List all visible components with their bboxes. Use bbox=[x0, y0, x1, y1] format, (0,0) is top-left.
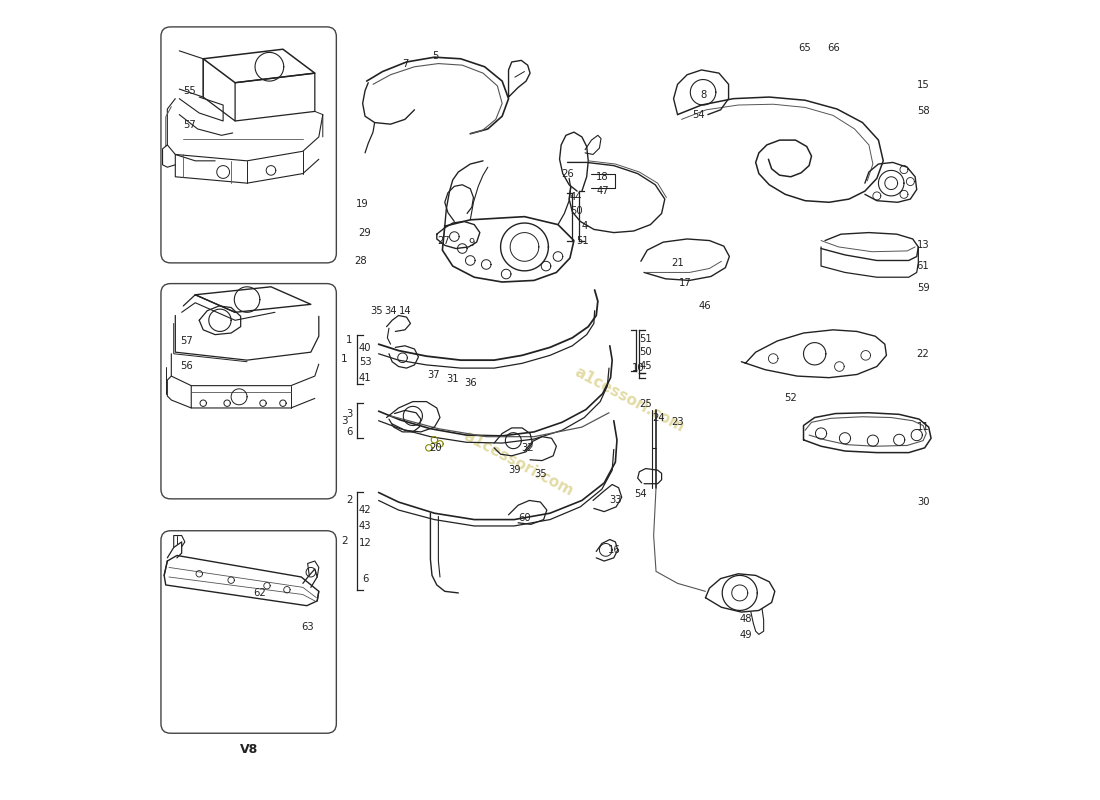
Text: 22: 22 bbox=[916, 349, 930, 358]
Text: 50: 50 bbox=[570, 206, 583, 216]
Text: 58: 58 bbox=[916, 106, 930, 117]
Text: 35: 35 bbox=[535, 469, 547, 479]
Text: 18: 18 bbox=[596, 172, 609, 182]
Text: 15: 15 bbox=[916, 80, 930, 90]
Text: 20: 20 bbox=[429, 443, 441, 453]
Text: 57: 57 bbox=[184, 120, 196, 130]
Text: 54: 54 bbox=[692, 110, 705, 119]
Text: 59: 59 bbox=[916, 283, 930, 294]
Text: 52: 52 bbox=[784, 394, 798, 403]
Text: 43: 43 bbox=[359, 521, 372, 531]
Text: 4: 4 bbox=[581, 222, 587, 231]
Text: 57: 57 bbox=[180, 336, 192, 346]
Text: 8: 8 bbox=[700, 90, 706, 101]
Text: 36: 36 bbox=[464, 378, 476, 388]
Text: 24: 24 bbox=[652, 413, 664, 422]
Text: 60: 60 bbox=[518, 513, 531, 523]
Text: 45: 45 bbox=[639, 361, 652, 370]
Text: 6: 6 bbox=[345, 427, 352, 437]
Text: 41: 41 bbox=[359, 373, 372, 382]
Text: 30: 30 bbox=[916, 497, 930, 507]
Text: 3: 3 bbox=[346, 410, 352, 419]
Text: 35: 35 bbox=[370, 306, 383, 316]
Text: 44: 44 bbox=[570, 192, 583, 202]
Text: 11: 11 bbox=[916, 422, 930, 432]
Text: 46: 46 bbox=[698, 301, 711, 311]
Text: 5: 5 bbox=[432, 50, 439, 61]
Text: 7: 7 bbox=[402, 59, 408, 70]
Text: 6: 6 bbox=[362, 574, 369, 584]
Text: 3: 3 bbox=[341, 416, 348, 426]
Text: 39: 39 bbox=[508, 465, 521, 475]
Text: 48: 48 bbox=[740, 614, 752, 624]
Text: 65: 65 bbox=[799, 42, 812, 53]
Text: V8: V8 bbox=[240, 742, 257, 756]
Text: 50: 50 bbox=[639, 347, 652, 357]
Text: 23: 23 bbox=[671, 418, 684, 427]
Text: 66: 66 bbox=[827, 42, 840, 53]
Text: 61: 61 bbox=[916, 261, 930, 271]
Text: 13: 13 bbox=[916, 239, 930, 250]
Text: 25: 25 bbox=[639, 399, 652, 409]
Text: 53: 53 bbox=[359, 357, 372, 366]
Text: 16: 16 bbox=[607, 545, 620, 555]
Text: 10: 10 bbox=[631, 363, 644, 373]
Text: 9: 9 bbox=[469, 238, 475, 248]
Text: 2: 2 bbox=[345, 495, 352, 506]
Text: 63: 63 bbox=[301, 622, 314, 632]
Text: 29: 29 bbox=[359, 227, 372, 238]
Text: 14: 14 bbox=[398, 306, 411, 316]
Text: 37: 37 bbox=[427, 370, 440, 380]
Text: 17: 17 bbox=[679, 278, 692, 288]
Text: 40: 40 bbox=[359, 343, 372, 353]
Text: 32: 32 bbox=[521, 443, 534, 453]
Text: 2: 2 bbox=[341, 536, 348, 546]
Text: 42: 42 bbox=[359, 505, 372, 515]
Text: 49: 49 bbox=[740, 630, 752, 640]
Text: 34: 34 bbox=[384, 306, 397, 316]
Text: 27: 27 bbox=[437, 235, 450, 246]
Text: 1: 1 bbox=[345, 335, 352, 346]
Text: 56: 56 bbox=[180, 361, 192, 370]
Text: 54: 54 bbox=[635, 489, 647, 499]
Text: 51: 51 bbox=[576, 235, 590, 246]
Text: 21: 21 bbox=[671, 258, 684, 268]
Text: 62: 62 bbox=[253, 588, 266, 598]
Text: 31: 31 bbox=[447, 374, 459, 384]
Text: a1cessori.com: a1cessori.com bbox=[572, 365, 688, 435]
Text: 55: 55 bbox=[184, 86, 196, 96]
Text: 47: 47 bbox=[596, 186, 609, 196]
Text: 26: 26 bbox=[561, 169, 574, 178]
Text: 28: 28 bbox=[354, 256, 366, 266]
Text: 12: 12 bbox=[359, 538, 372, 549]
Text: 19: 19 bbox=[355, 199, 368, 209]
Text: 51: 51 bbox=[639, 334, 652, 344]
Text: 1: 1 bbox=[341, 354, 348, 364]
Text: 33: 33 bbox=[609, 494, 622, 505]
Text: a1cessori.com: a1cessori.com bbox=[461, 429, 575, 499]
